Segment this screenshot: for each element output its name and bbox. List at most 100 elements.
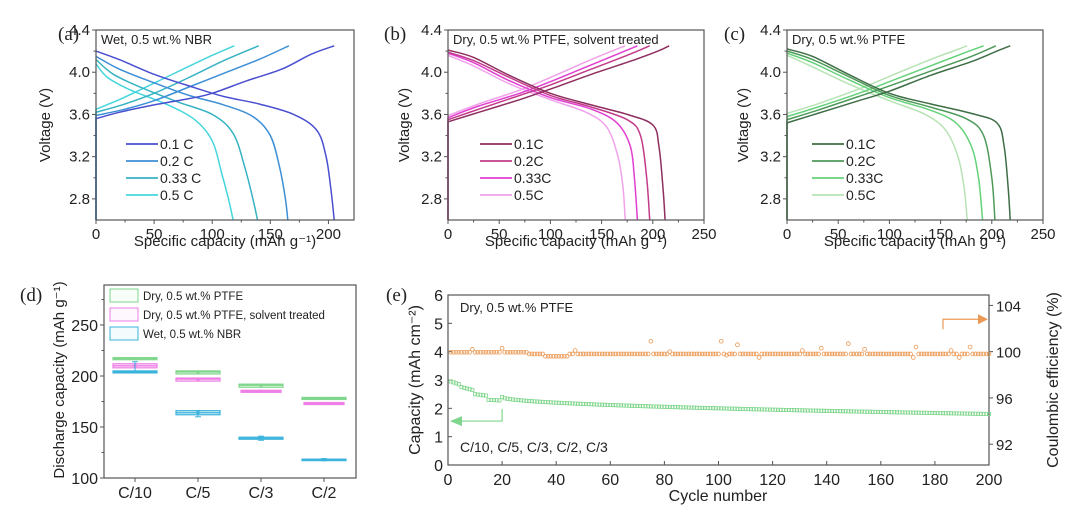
- panel-a-xlabel: Specific capacity (mAh g⁻¹): [134, 233, 316, 250]
- ce-point: [802, 351, 808, 357]
- ce-point: [938, 351, 943, 357]
- x-tick-label: 180: [922, 472, 949, 489]
- capacity-point: [454, 381, 459, 386]
- ce-point: [678, 351, 683, 357]
- x-tick-label: 200: [316, 226, 341, 243]
- ce-point: [507, 349, 513, 355]
- capacity-point: [951, 411, 956, 416]
- capacity-point: [602, 402, 607, 407]
- ce-point: [635, 351, 640, 357]
- ce-point: [718, 338, 724, 344]
- capacity-point: [849, 409, 854, 414]
- series-3-discharge-curve: [447, 54, 626, 221]
- ce-point: [589, 351, 594, 357]
- x-tick-label: 0: [783, 226, 791, 243]
- ce-point: [521, 349, 527, 355]
- capacity-point: [627, 403, 632, 408]
- y-tick-label: 100: [71, 471, 98, 488]
- box-mean-0-1: [196, 370, 200, 374]
- capacity-point: [897, 410, 902, 415]
- panel-label-b: (b): [384, 24, 406, 45]
- ce-point: [572, 348, 578, 353]
- series-3-discharge-curve: [786, 54, 968, 221]
- capacity-point: [811, 408, 816, 413]
- ce-point: [488, 349, 494, 355]
- ce-point: [670, 351, 675, 357]
- capacity-point: [862, 409, 867, 414]
- ce-point: [805, 351, 811, 357]
- legend-label-2: 0.33 C: [160, 170, 201, 186]
- ce-point: [762, 351, 767, 357]
- panel-d: (d) Discharge capacity (mAh g⁻¹) C/10 C/5…: [20, 281, 357, 502]
- capacity-point: [686, 405, 691, 410]
- capacity-point: [908, 410, 913, 415]
- box-mean-0-0: [133, 357, 137, 361]
- y-tick-label: 200: [71, 369, 98, 386]
- x-tick-label: 150: [928, 226, 953, 243]
- y-tick-label: 3: [434, 373, 443, 390]
- ce-point: [975, 351, 981, 357]
- ce-point: [970, 351, 976, 357]
- ce-point: [716, 351, 721, 357]
- plot-frame: [786, 29, 1044, 221]
- capacity-point: [748, 407, 753, 412]
- ce-point: [943, 351, 949, 357]
- ce-point: [637, 351, 643, 357]
- ce-point: [875, 351, 881, 357]
- ce-point: [816, 351, 821, 357]
- ce-point: [721, 351, 727, 357]
- capacity-point: [575, 401, 580, 406]
- ce-point: [461, 349, 467, 355]
- capacity-point: [941, 411, 946, 416]
- ce-point: [681, 351, 686, 357]
- capacity-point: [611, 403, 616, 408]
- ce-point: [624, 351, 629, 357]
- ce-point: [729, 351, 735, 357]
- capacity-point: [959, 411, 964, 416]
- ce-point: [829, 351, 835, 357]
- ce-point: [602, 351, 608, 357]
- capacity-point: [694, 405, 699, 410]
- capacity-point: [508, 397, 513, 402]
- x-tick-label: 60: [601, 472, 619, 489]
- capacity-point: [876, 409, 881, 414]
- capacity-point: [702, 405, 707, 410]
- capacity-point: [740, 406, 745, 411]
- ce-point: [629, 351, 635, 357]
- capacity-point: [794, 408, 799, 413]
- ce-point: [694, 351, 700, 357]
- series-2-charge-curve: [786, 45, 984, 118]
- capacity-point: [654, 404, 659, 409]
- legend-label-0: 0.1C: [846, 136, 876, 152]
- capacity-point: [516, 398, 521, 403]
- ce-point: [935, 351, 940, 357]
- series-0-charge-curve: [786, 45, 1011, 124]
- capacity-point: [819, 408, 824, 413]
- ce-point: [756, 355, 762, 360]
- ce-point: [513, 349, 518, 355]
- ce-point: [810, 351, 816, 357]
- capacity-point: [524, 398, 529, 403]
- ce-point: [851, 351, 857, 357]
- capacity-point: [762, 407, 767, 412]
- y-tick-label: 4.4: [760, 22, 781, 39]
- legend-swatch-1: [109, 307, 139, 322]
- y-tick-label: 150: [71, 420, 98, 437]
- ce-point: [745, 351, 751, 357]
- series-1-discharge-curve: [786, 50, 996, 221]
- series-2-charge-curve: [447, 45, 638, 119]
- ce-point: [632, 351, 637, 357]
- capacity-point: [467, 387, 472, 392]
- capacity-point: [662, 404, 667, 409]
- panel-c-ylabel: Voltage (V): [735, 88, 752, 162]
- panel-b: (b) Dry, 0.5 wt.% PTFE, solvent treated …: [384, 22, 717, 250]
- capacity-point: [597, 402, 602, 407]
- y-tick-label: 4.0: [69, 64, 90, 81]
- ce-point: [946, 351, 951, 357]
- capacity-point: [711, 406, 716, 411]
- capacity-point: [646, 404, 651, 409]
- ce-point: [470, 347, 475, 352]
- ce-point: [916, 351, 921, 357]
- ce-point: [956, 355, 962, 360]
- right-axis-arrow-head: [978, 314, 988, 325]
